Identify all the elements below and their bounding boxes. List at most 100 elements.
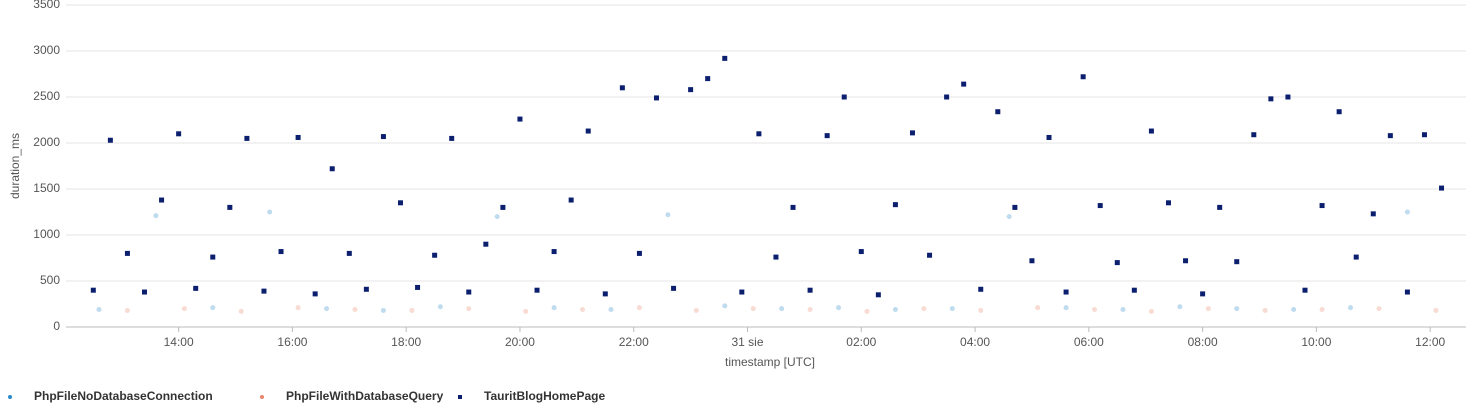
y-tick-label: 2500 <box>33 89 60 103</box>
data-point <box>295 305 301 311</box>
data-point <box>437 304 443 310</box>
data-point <box>978 307 984 313</box>
data-point <box>608 307 614 313</box>
data-point <box>380 307 386 313</box>
x-tick-label: 20:00 <box>505 335 535 349</box>
data-point <box>1421 132 1427 138</box>
data-point <box>107 137 113 143</box>
data-point <box>1205 306 1211 312</box>
data-point <box>671 285 677 291</box>
data-point <box>295 134 301 140</box>
data-point <box>1319 307 1325 313</box>
data-point <box>807 307 813 313</box>
x-tick-label: 04:00 <box>960 335 990 349</box>
data-point <box>722 55 728 61</box>
data-point <box>568 197 574 203</box>
data-point <box>500 204 506 210</box>
data-point <box>773 254 779 260</box>
data-point <box>193 285 199 291</box>
data-point <box>1291 307 1297 313</box>
data-point <box>1353 254 1359 260</box>
data-point <box>227 204 233 210</box>
data-point <box>585 128 591 134</box>
data-point <box>705 76 711 82</box>
data-point <box>324 306 330 312</box>
y-tick-label: 3000 <box>33 43 60 57</box>
data-point <box>142 289 148 295</box>
data-point <box>159 197 165 203</box>
data-point <box>1080 74 1086 80</box>
data-point <box>278 249 284 255</box>
data-point <box>602 291 608 297</box>
data-point <box>523 308 529 314</box>
data-point <box>1046 134 1052 140</box>
data-point <box>892 202 898 208</box>
data-point <box>181 306 187 312</box>
x-tick-label: 06:00 <box>1074 335 1104 349</box>
data-point <box>665 212 671 218</box>
data-point <box>824 133 830 139</box>
data-point <box>949 306 955 312</box>
data-point <box>1262 307 1268 313</box>
data-point <box>466 289 472 295</box>
data-point <box>1302 287 1308 293</box>
data-point <box>875 292 881 298</box>
data-point <box>927 252 933 258</box>
data-point <box>1319 203 1325 209</box>
data-point <box>1217 204 1223 210</box>
data-point <box>858 249 864 255</box>
y-tick-label: 3500 <box>33 0 60 11</box>
data-point <box>483 241 489 247</box>
data-point <box>1234 306 1240 312</box>
data-point <box>1063 289 1069 295</box>
x-tick-label: 14:00 <box>164 335 194 349</box>
data-point <box>790 204 796 210</box>
data-point <box>693 307 699 313</box>
data-point <box>864 308 870 314</box>
x-tick-label: 22:00 <box>619 335 649 349</box>
y-tick-label: 1500 <box>33 181 60 195</box>
data-point <box>176 131 182 137</box>
data-point <box>432 252 438 258</box>
data-point <box>836 305 842 311</box>
x-axis-label: timestamp [UTC] <box>725 355 815 369</box>
data-point <box>739 289 745 295</box>
data-point <box>580 307 586 313</box>
data-point <box>921 306 927 312</box>
data-point <box>1268 96 1274 102</box>
data-point <box>1251 132 1257 138</box>
data-point <box>90 287 96 293</box>
data-point <box>466 306 472 312</box>
data-point <box>961 81 967 87</box>
data-point <box>1097 203 1103 209</box>
data-point <box>124 307 130 313</box>
data-point <box>363 286 369 292</box>
data-point <box>210 305 216 311</box>
data-point <box>96 307 102 313</box>
data-point <box>1131 287 1137 293</box>
data-point <box>153 213 159 219</box>
data-point <box>210 254 216 260</box>
y-tick-label: 2000 <box>33 135 60 149</box>
legend-label: TauritBlogHomePage <box>484 389 605 403</box>
data-point <box>124 250 130 256</box>
data-point <box>380 134 386 140</box>
data-point <box>1035 305 1041 311</box>
data-point <box>688 87 694 93</box>
data-point <box>1336 109 1342 115</box>
data-point <box>397 200 403 206</box>
data-point <box>1387 133 1393 139</box>
data-point <box>995 109 1001 115</box>
data-point <box>1348 305 1354 311</box>
data-point <box>1114 260 1120 266</box>
data-point <box>1092 307 1098 313</box>
x-tick-label: 08:00 <box>1188 335 1218 349</box>
data-point <box>244 135 250 141</box>
data-point <box>534 287 540 293</box>
data-point <box>722 303 728 309</box>
data-point <box>352 307 358 313</box>
data-point <box>807 287 813 293</box>
data-point <box>1404 289 1410 295</box>
data-point <box>750 306 756 312</box>
data-point <box>1120 307 1126 313</box>
